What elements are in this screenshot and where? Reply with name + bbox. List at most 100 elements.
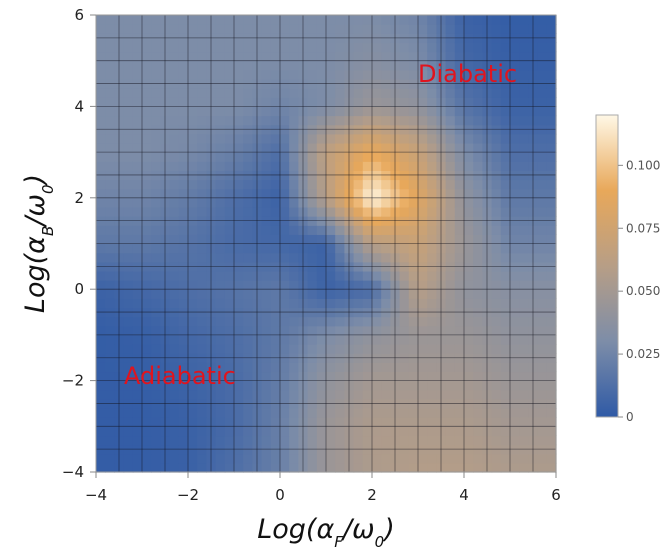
heatmap-cell	[123, 417, 134, 427]
heatmap-cell	[142, 280, 152, 290]
heatmap-cell	[280, 197, 290, 208]
heatmap-cell	[399, 179, 410, 190]
heatmap-cell	[197, 389, 207, 400]
heatmap-cell	[427, 298, 437, 309]
heatmap-cell	[261, 97, 272, 107]
heatmap-cell	[188, 462, 198, 473]
heatmap-cell	[399, 298, 410, 309]
heatmap-cell	[537, 152, 548, 162]
heatmap-cell	[519, 426, 529, 437]
heatmap-cell	[427, 188, 437, 199]
heatmap-cell	[491, 179, 502, 190]
heatmap-cell	[188, 42, 198, 53]
heatmap-cell	[142, 133, 152, 144]
heatmap-cell	[353, 161, 364, 171]
heatmap-cell	[418, 188, 428, 199]
heatmap-cell	[335, 252, 345, 263]
heatmap-cell	[234, 334, 244, 345]
heatmap-cell	[445, 60, 456, 71]
heatmap-cell	[169, 243, 180, 254]
heatmap-cell	[270, 298, 281, 309]
heatmap-cell	[473, 152, 483, 162]
heatmap-cell	[151, 380, 161, 391]
heatmap-cell	[353, 344, 364, 354]
heatmap-cell	[335, 97, 345, 107]
heatmap-cell	[372, 206, 382, 217]
heatmap-cell	[151, 69, 161, 80]
heatmap-cell	[234, 344, 244, 354]
heatmap-cell	[372, 371, 382, 382]
heatmap-cell	[546, 179, 557, 190]
heatmap-cell	[491, 362, 502, 373]
heatmap-cell	[280, 344, 290, 354]
heatmap-cell	[132, 316, 143, 327]
heatmap-cell	[316, 243, 327, 254]
heatmap-cell	[500, 42, 511, 53]
heatmap-cell	[546, 462, 557, 473]
heatmap-cell	[178, 15, 189, 25]
heatmap-cell	[215, 133, 226, 144]
heatmap-cell	[372, 197, 382, 208]
heatmap-cell	[105, 152, 115, 162]
heatmap-cell	[178, 197, 189, 208]
heatmap-cell	[381, 179, 391, 190]
heatmap-cell	[96, 334, 106, 345]
heatmap-cell	[408, 453, 419, 464]
heatmap-cell	[335, 371, 345, 382]
heatmap-cell	[399, 51, 410, 62]
heatmap-cell	[464, 115, 474, 126]
heatmap-cell	[335, 380, 345, 391]
heatmap-cell	[546, 60, 557, 71]
x-tick-label: −4	[85, 486, 107, 504]
heatmap-cell	[261, 225, 272, 235]
heatmap-cell	[197, 42, 207, 53]
heatmap-cell	[510, 152, 520, 162]
heatmap-cell	[399, 453, 410, 464]
heatmap-cell	[546, 362, 557, 373]
heatmap-cell	[197, 462, 207, 473]
heatmap-cell	[491, 15, 502, 25]
heatmap-cell	[169, 289, 180, 299]
heatmap-cell	[243, 88, 253, 98]
heatmap-cell	[142, 389, 152, 400]
heatmap-cell	[243, 280, 253, 290]
heatmap-cell	[270, 69, 281, 80]
heatmap-cell	[335, 270, 345, 281]
heatmap-cell	[399, 225, 410, 235]
heatmap-cell	[188, 298, 198, 309]
heatmap-cell	[132, 435, 143, 446]
heatmap-cell	[178, 42, 189, 53]
heatmap-cell	[151, 325, 161, 336]
heatmap-cell	[307, 408, 318, 418]
heatmap-cell	[445, 15, 456, 25]
heatmap-cell	[280, 225, 290, 235]
heatmap-cell	[169, 462, 180, 473]
heatmap-cell	[243, 133, 253, 144]
heatmap-cell	[491, 408, 502, 418]
heatmap-cell	[169, 435, 180, 446]
heatmap-cell	[123, 389, 134, 400]
heatmap-cell	[178, 188, 189, 199]
heatmap-cell	[197, 133, 207, 144]
heatmap-cell	[261, 69, 272, 80]
heatmap-cell	[537, 362, 548, 373]
heatmap-cell	[151, 179, 161, 190]
heatmap-cell	[537, 325, 548, 336]
heatmap-cell	[316, 435, 327, 446]
heatmap-cell	[123, 152, 134, 162]
heatmap-cell	[519, 60, 529, 71]
heatmap-cell	[510, 435, 520, 446]
heatmap-cell	[142, 161, 152, 171]
heatmap-cell	[399, 334, 410, 345]
heatmap-cell	[234, 325, 244, 336]
heatmap-cell	[500, 142, 511, 153]
heatmap-cell	[151, 426, 161, 437]
heatmap-cell	[537, 298, 548, 309]
heatmap-cell	[280, 316, 290, 327]
heatmap-cell	[537, 24, 548, 34]
heatmap-cell	[473, 362, 483, 373]
heatmap-cell	[188, 408, 198, 418]
heatmap-cell	[362, 142, 373, 153]
heatmap-cell	[224, 97, 235, 107]
heatmap-cell	[280, 362, 290, 373]
